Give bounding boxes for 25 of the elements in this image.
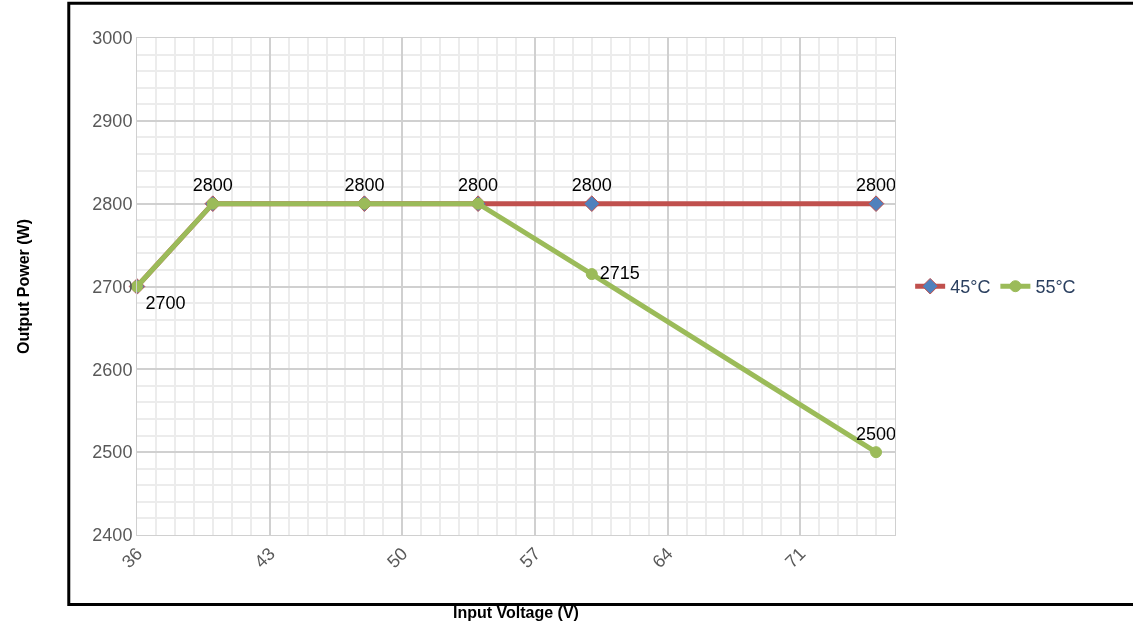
y-tick-label: 3000 — [92, 28, 133, 49]
data-label: 2800 — [344, 174, 385, 195]
y-tick-label: 2800 — [92, 193, 133, 214]
data-label: 2800 — [458, 174, 499, 195]
y-tick-label: 2400 — [92, 525, 133, 546]
legend-label: 45°C — [950, 277, 991, 298]
x-tick-label: 36 — [117, 543, 147, 572]
data-label: 2700 — [145, 292, 186, 313]
x-tick-label: 50 — [383, 543, 412, 572]
x-tick-label: 71 — [781, 543, 810, 572]
legend-label: 55°C — [1035, 277, 1076, 298]
y-tick-label: 2900 — [92, 111, 133, 132]
data-label: 2500 — [856, 423, 897, 444]
x-axis-title: Input Voltage (V) — [453, 603, 579, 621]
x-tick-label: 43 — [250, 543, 279, 572]
y-axis-title: Output Power (W) — [15, 218, 33, 355]
y-tick-label: 2700 — [92, 276, 133, 297]
x-tick-label: 64 — [648, 543, 677, 572]
data-label: 2800 — [856, 174, 897, 195]
data-label: 2800 — [571, 174, 612, 195]
data-label: 2800 — [192, 174, 233, 195]
y-tick-label: 2500 — [92, 442, 133, 463]
data-label: 2715 — [599, 262, 640, 283]
y-tick-label: 2600 — [92, 359, 133, 380]
x-tick-label: 57 — [515, 543, 545, 572]
